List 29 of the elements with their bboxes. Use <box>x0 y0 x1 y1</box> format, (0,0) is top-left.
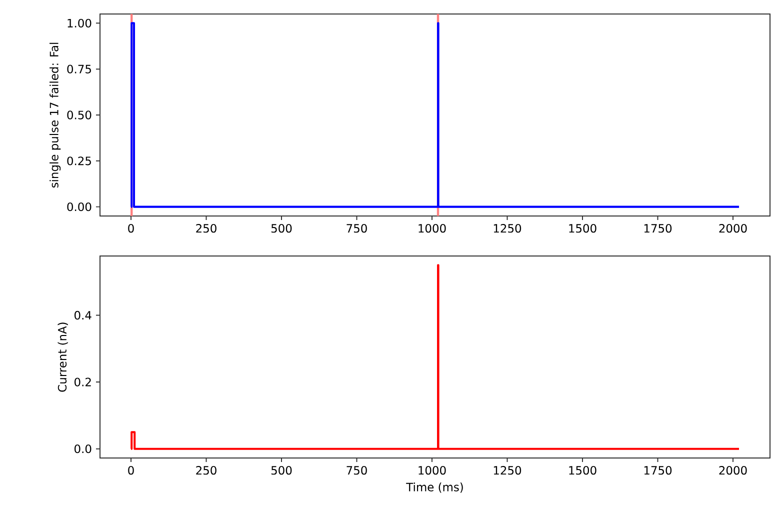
x-tick-label: 750 <box>346 224 367 233</box>
x-axis-title: Time (ms) <box>406 482 463 493</box>
y-tick-label: 0.75 <box>67 64 91 74</box>
y-tick-label: 0.0 <box>74 444 92 454</box>
y-axis-title: Current (nA) <box>58 322 68 392</box>
x-tick-label: 1000 <box>418 466 446 475</box>
x-tick-label: 500 <box>271 224 292 233</box>
x-tick-label: 0 <box>128 466 134 475</box>
x-tick-label: 1250 <box>494 224 522 233</box>
x-tick-label: 250 <box>196 466 216 475</box>
y-tick-label: 0.4 <box>74 310 92 320</box>
x-tick-label: 0 <box>128 224 134 233</box>
x-tick-label: 1250 <box>494 466 522 475</box>
x-tick-label: 250 <box>196 224 216 233</box>
y-tick-label: 1.00 <box>68 18 92 28</box>
y-tick-label: 0.2 <box>74 378 91 386</box>
y-tick-label: 0.25 <box>67 156 91 166</box>
x-tick-label: 1750 <box>644 224 672 233</box>
y-tick-label: 0.00 <box>67 202 92 212</box>
x-tick-label: 500 <box>271 466 292 475</box>
x-tick-label: 2000 <box>719 466 747 475</box>
x-tick-label: 1750 <box>644 466 672 475</box>
x-tick-label: 1000 <box>418 224 446 233</box>
x-tick-label: 750 <box>346 466 367 475</box>
x-tick-label: 1500 <box>569 466 596 475</box>
y-axis-title: single pulse 17 failed: Fal <box>50 42 61 188</box>
y-tick-label: 0.50 <box>67 110 92 120</box>
x-tick-label: 2000 <box>719 224 747 233</box>
x-tick-label: 1500 <box>569 224 596 233</box>
